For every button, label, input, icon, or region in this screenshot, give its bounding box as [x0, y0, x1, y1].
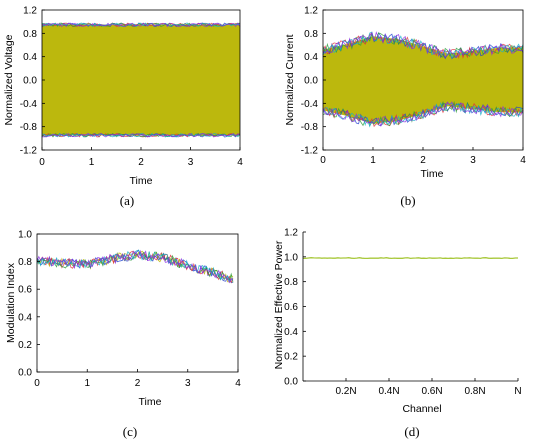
panel-d-y-tick-label: 1.2 — [284, 228, 298, 239]
panel-b: -1.2 -0.8 -0.4 0.0 0.4 0.8 1.2 0 1 2 3 4 Time Norm… — [284, 6, 526, 209]
panel-d-label: (d) — [404, 424, 419, 439]
panel-d-y-ticks: 0.0 0.2 0.4 0.6 0.8 1.0 1.2 — [284, 228, 306, 388]
panel-c-channel-line — [36, 249, 234, 284]
panel-c-xlabel: Time — [139, 396, 162, 408]
panel-c-x-ticks: 0 1 2 3 4 — [34, 369, 241, 389]
panel-b-y-ticks: -1.2 -0.8 -0.4 0.0 0.4 0.8 1.2 — [301, 6, 326, 157]
panel-a-y-tick-label: -0.4 — [20, 99, 38, 110]
panel-d-y-tick-label: 0.2 — [284, 352, 298, 363]
panel-b-x-tick-label: 4 — [520, 155, 526, 166]
panel-d-y-tick-label: 0.0 — [284, 377, 298, 388]
panel-d-x-tick-label: 0.6N — [421, 386, 442, 397]
panel-a-ylabel: Normalized Voltage — [3, 34, 15, 125]
panel-d-x-ticks: 0.2N 0.4N 0.6N 0.8N N — [335, 378, 522, 397]
panel-c-label: (c) — [123, 424, 137, 439]
panel-b-y-tick-label: 0.8 — [304, 29, 318, 40]
panel-a-y-tick-label: -1.2 — [20, 146, 38, 157]
panel-b-y-tick-label: -1.2 — [301, 146, 319, 157]
panel-b-x-tick-label: 0 — [320, 155, 326, 166]
panel-a-signal-envelope — [42, 24, 240, 136]
panel-a-channel-upper-edge — [41, 22, 241, 27]
panel-d-y-tick-label: 1.0 — [284, 252, 298, 263]
panel-b-x-tick-label: 2 — [420, 155, 426, 166]
panel-b-x-tick-label: 1 — [370, 155, 376, 166]
panel-c-x-tick-label: 4 — [235, 378, 241, 389]
panel-b-signal-envelope — [323, 36, 523, 124]
panel-d-x-tick-label: 0.4N — [378, 386, 399, 397]
panel-b-label: (b) — [400, 193, 415, 208]
panel-c-y-tick-label: 0.8 — [18, 257, 32, 268]
panel-a-channel-upper-edge — [41, 22, 241, 28]
panel-c-x-tick-label: 3 — [185, 378, 191, 389]
panel-d-ylabel: Normalized Effective Power — [273, 240, 285, 369]
panel-c-channel-line — [36, 249, 234, 282]
panel-a-y-tick-label: 1.2 — [23, 6, 37, 17]
panel-c-y-tick-label: 0.2 — [18, 340, 32, 351]
panel-b-y-tick-label: 1.2 — [304, 6, 318, 17]
panel-a-y-ticks: -1.2 -0.8 -0.4 0.0 0.4 0.8 1.2 — [20, 6, 45, 157]
panel-d-y-tick-label: 0.4 — [284, 327, 298, 338]
panel-b-ylabel: Normalized Current — [284, 34, 296, 125]
panel-c-x-tick-label: 2 — [135, 378, 141, 389]
panel-a-plot-area — [41, 22, 241, 138]
panel-d: 0.00.20.40.60.81.01.2 0.2N 0.4N 0.6N 0.8N N … — [273, 228, 522, 440]
panel-b-y-tick-label: 0.4 — [304, 52, 318, 63]
panel-a-channel-upper-edge — [41, 22, 241, 28]
panel-b-y-tick-label: -0.4 — [301, 99, 319, 110]
panel-a-y-tick-label: 0.8 — [23, 29, 37, 40]
panel-d-power-line — [303, 257, 518, 260]
panel-c-plot-area — [36, 249, 234, 284]
panel-a-x-tick-label: 1 — [89, 157, 95, 168]
panel-b-channel-upper-edge — [322, 31, 524, 58]
panel-a-label: (a) — [120, 193, 134, 208]
panel-d-y-tick-label: 0.6 — [284, 302, 298, 313]
panel-a-x-ticks: 0 1 2 3 4 — [39, 147, 243, 168]
panel-c-ylabel: Modulation Index — [5, 262, 17, 343]
panel-a-y-tick-label: 0.0 — [23, 76, 37, 87]
panel-d-x-tick-label: 0.8N — [464, 386, 485, 397]
panel-b-channel-upper-edge — [322, 32, 524, 60]
panel-c-x-tick-label: 1 — [84, 378, 90, 389]
panel-b-channel-lower-edge — [322, 101, 524, 128]
panel-b-channel-upper-edge — [322, 31, 524, 60]
panel-b-y-tick-label: -0.8 — [301, 122, 319, 133]
panel-a-xlabel: Time — [130, 175, 153, 187]
panel-d-x-tick-label: N — [514, 386, 521, 397]
panel-c-y-tick-label: 1.0 — [18, 230, 32, 241]
panel-c-y-ticks: 0.0 0.2 0.4 0.6 0.8 1.0 — [18, 230, 40, 379]
panel-a-x-tick-label: 2 — [138, 157, 144, 168]
panel-a-y-tick-label: -0.8 — [20, 122, 38, 133]
panel-a-x-tick-label: 0 — [39, 157, 45, 168]
panel-d-y-tick-label: 0.8 — [284, 277, 298, 288]
panel-a: -1.2 -0.8 -0.4 0.0 0.4 0.8 1.2 0 1 2 3 4 Time Norm… — [3, 6, 243, 209]
panel-c-y-tick-label: 0.0 — [18, 368, 32, 379]
panel-a-y-tick-label: 0.4 — [23, 52, 37, 63]
panel-d-x-tick-label: 0.2N — [335, 386, 356, 397]
panel-a-x-tick-label: 3 — [188, 157, 194, 168]
panel-d-plot-area — [303, 257, 518, 260]
panel-b-xlabel: Time — [421, 168, 444, 180]
panel-b-y-tick-label: 0.0 — [304, 76, 318, 87]
panel-c: 0.0 0.2 0.4 0.6 0.8 1.0 0 1 2 3 4 Time Modulation… — [5, 230, 241, 440]
panel-c-x-tick-label: 0 — [34, 378, 40, 389]
panel-a-channel-lower-edge — [41, 132, 240, 138]
panel-c-channel-line — [36, 250, 234, 284]
panel-c-y-tick-label: 0.4 — [18, 312, 32, 323]
panel-b-x-ticks: 0 1 2 3 4 — [320, 147, 526, 166]
panel-d-xlabel: Channel — [402, 403, 441, 415]
panel-b-x-tick-label: 3 — [470, 155, 476, 166]
panel-b-channel-lower-edge — [322, 101, 524, 127]
panel-a-x-tick-label: 4 — [237, 157, 243, 168]
panel-c-y-tick-label: 0.6 — [18, 285, 32, 296]
panel-b-plot-area — [322, 31, 524, 128]
